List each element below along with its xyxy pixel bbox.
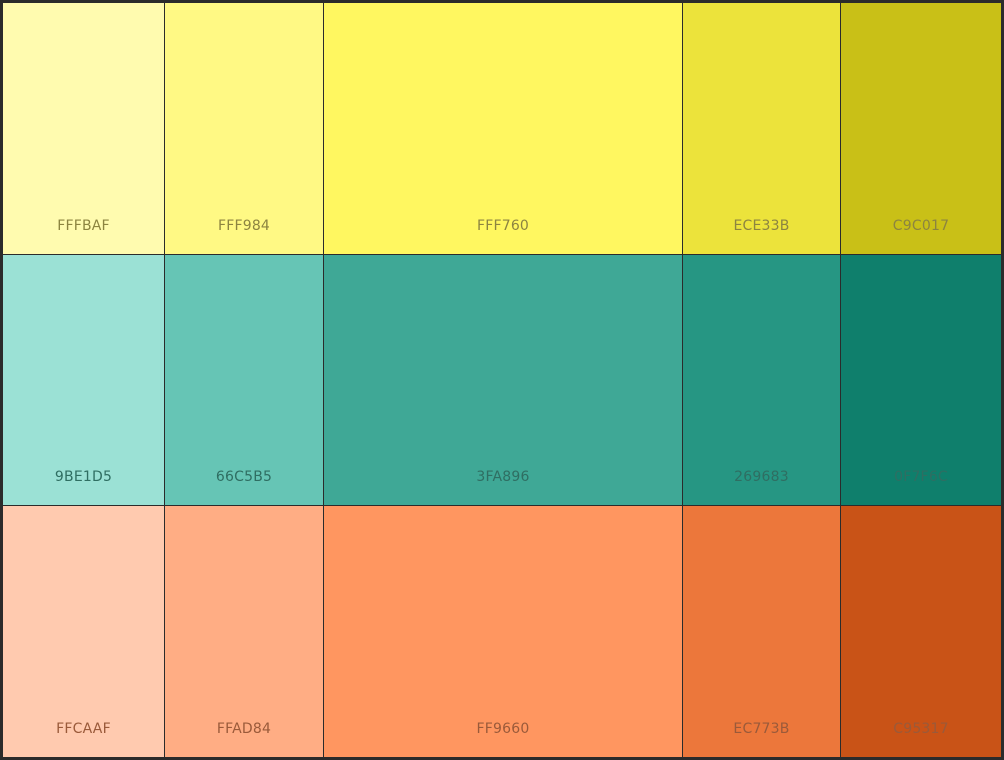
swatch[interactable]: 0F7F6C — [841, 255, 1001, 505]
swatch-hex-label: FFCAAF — [56, 721, 111, 737]
swatch-hex-label: ECE33B — [733, 218, 790, 234]
swatch[interactable]: ECE33B — [683, 3, 840, 254]
swatch-hex-label: C9C017 — [892, 218, 950, 234]
palette-row-teal: 9BE1D5 66C5B5 3FA896 269683 0F7F6C — [3, 255, 1001, 505]
swatch[interactable]: FFF984 — [165, 3, 323, 254]
swatch[interactable]: 3FA896 — [324, 255, 682, 505]
swatch-hex-label: FF9660 — [476, 721, 530, 737]
swatch-hex-label: 66C5B5 — [215, 469, 273, 485]
swatch[interactable]: FFFBAF — [3, 3, 164, 254]
swatch[interactable]: FF9660 — [324, 506, 682, 757]
swatch[interactable]: C9C017 — [841, 3, 1001, 254]
swatch[interactable]: 269683 — [683, 255, 840, 505]
swatch-hex-label: FFF984 — [217, 218, 271, 234]
swatch-hex-label: 269683 — [734, 469, 789, 485]
swatch[interactable]: EC773B — [683, 506, 840, 757]
swatch-hex-label: FFF760 — [476, 218, 530, 234]
swatch-hex-label: EC773B — [733, 721, 790, 737]
swatch-hex-label: FFFBAF — [57, 218, 110, 234]
swatch-hex-label: 0F7F6C — [894, 469, 948, 485]
palette-row-orange: FFCAAF FFAD84 FF9660 EC773B C95317 — [3, 506, 1001, 757]
swatch[interactable]: FFAD84 — [165, 506, 323, 757]
swatch-hex-label: FFAD84 — [216, 721, 272, 737]
swatch[interactable]: FFCAAF — [3, 506, 164, 757]
swatch[interactable]: C95317 — [841, 506, 1001, 757]
swatch[interactable]: FFF760 — [324, 3, 682, 254]
swatch[interactable]: 66C5B5 — [165, 255, 323, 505]
swatch-hex-label: 9BE1D5 — [54, 469, 113, 485]
swatch[interactable]: 9BE1D5 — [3, 255, 164, 505]
swatch-hex-label: C95317 — [893, 721, 949, 737]
swatch-hex-label: 3FA896 — [476, 469, 530, 485]
palette-row-yellow: FFFBAF FFF984 FFF760 ECE33B C9C017 — [3, 3, 1001, 254]
